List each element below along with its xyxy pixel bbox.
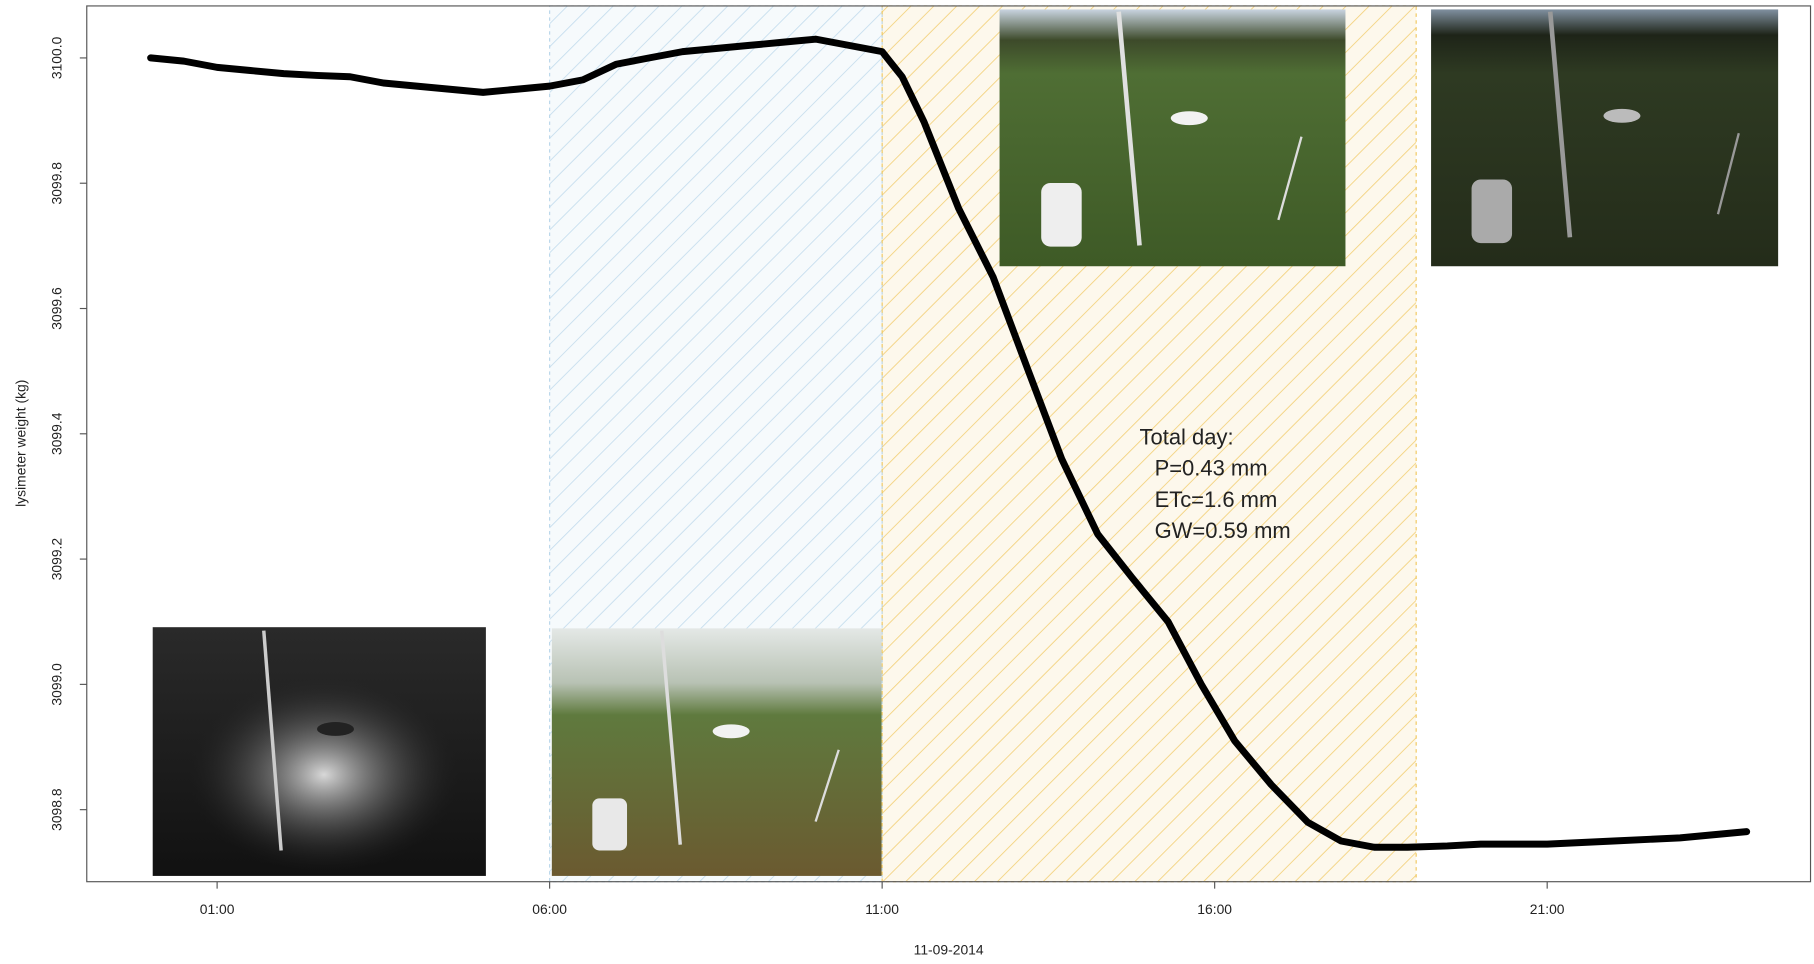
- x-tick-label: 11:00: [865, 901, 899, 917]
- y-axis-label: lysimeter weight (kg): [12, 380, 28, 507]
- x-tick-label: 01:00: [200, 901, 235, 917]
- x-tick-label: 16:00: [1197, 901, 1232, 917]
- y-tick-label: 3099.2: [48, 538, 64, 581]
- y-tick-label: 3099.6: [48, 287, 64, 330]
- photo-night: [153, 627, 486, 876]
- photo-day: [1000, 9, 1346, 266]
- y-tick-label: 3099.0: [48, 663, 64, 706]
- x-tick-label: 06:00: [532, 901, 567, 917]
- annotation-line: ETc=1.6 mm: [1155, 487, 1278, 512]
- photo-evening: [1431, 9, 1778, 266]
- page: {"chart_data": { "type": "line", "x_labe…: [0, 0, 1814, 964]
- photo-fog: [552, 628, 882, 876]
- chart: 11-09-2014 lysimeter weight (kg) Total d…: [0, 0, 1814, 964]
- y-tick-label: 3099.4: [48, 412, 64, 455]
- y-tick-label: 3099.8: [48, 162, 64, 205]
- y-tick-label: 3100.0: [48, 36, 64, 79]
- x-axis-label: 11-09-2014: [914, 942, 984, 958]
- annotation-line: P=0.43 mm: [1155, 456, 1268, 481]
- annotation-line: Total day:: [1140, 424, 1234, 449]
- annotation-line: GW=0.59 mm: [1155, 518, 1291, 543]
- y-tick-label: 3098.8: [48, 788, 64, 831]
- x-tick-label: 21:00: [1530, 901, 1565, 917]
